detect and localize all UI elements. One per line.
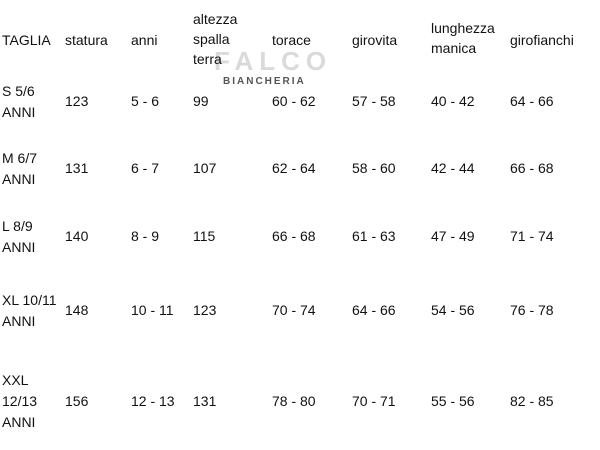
size-label: 12/13: [2, 393, 38, 409]
table-cell: 99: [193, 93, 209, 109]
size-label: XL 10/11: [2, 291, 57, 308]
table-cell: 107: [193, 160, 217, 176]
header-cell: manica: [431, 40, 477, 56]
table-cell: 148: [65, 302, 89, 318]
table-cell: 70 - 74: [272, 302, 316, 318]
table-cell: 64 - 66: [352, 302, 396, 318]
table-cell: 66 - 68: [272, 228, 316, 244]
table-cell: 10 - 11: [131, 302, 174, 318]
table-cell: 76 - 78: [510, 302, 554, 318]
size-label: ANNI: [2, 103, 36, 120]
size-label: ANNI: [2, 414, 36, 430]
table-cell: 42 - 44: [431, 160, 475, 176]
table-cell: 78 - 80: [272, 393, 316, 409]
table-cell: 115: [193, 228, 216, 244]
table-cell: 55 - 56: [431, 393, 475, 409]
size-label: ANNI: [2, 312, 36, 329]
table-cell: 12 - 13: [131, 393, 175, 409]
table-cell: 70 - 71: [352, 393, 396, 409]
header-cell: statura: [65, 32, 108, 48]
header-cell: anni: [131, 32, 158, 48]
table-cell: 123: [193, 302, 217, 318]
table-cell: 123: [65, 93, 89, 109]
logo-name: FALCO: [214, 46, 333, 76]
size-label: L 8/9: [2, 217, 33, 234]
table-cell: 64 - 66: [510, 93, 554, 109]
header-cell: girovita: [352, 32, 398, 48]
size-label: M 6/7: [2, 149, 38, 166]
size-label: ANNI: [2, 238, 36, 255]
header-cell: lunghezza: [431, 20, 495, 36]
table-cell: 8 - 9: [131, 228, 160, 244]
header-cell: terra: [193, 51, 222, 67]
header-cell: torace: [272, 32, 311, 48]
table-cell: 131: [193, 393, 217, 409]
table-cell: 66 - 68: [510, 160, 554, 176]
table-cell: 57 - 58: [352, 93, 396, 109]
table-cell: 62 - 64: [272, 160, 316, 176]
table-cell: 58 - 60: [352, 160, 396, 176]
table-cell: 5 - 6: [131, 93, 160, 109]
table-cell: 6 - 7: [131, 160, 160, 176]
table-cell: 71 - 74: [510, 228, 554, 244]
header-cell: TAGLIA: [2, 32, 51, 48]
table-cell: 131: [65, 160, 89, 176]
table-cell: 47 - 49: [431, 228, 475, 244]
table-cell: 40 - 42: [431, 93, 475, 109]
table-cell: 61 - 63: [352, 228, 396, 244]
table-cell: 82 - 85: [510, 393, 554, 409]
size-label: ANNI: [2, 170, 36, 187]
table-cell: 60 - 62: [272, 93, 316, 109]
header-cell: spalla: [193, 31, 230, 47]
header-cell: girofianchi: [510, 32, 574, 48]
table-cell: 156: [65, 393, 89, 409]
header-cell: altezza: [193, 11, 238, 27]
table-cell: 140: [65, 228, 89, 244]
table-cell: 54 - 56: [431, 302, 475, 318]
logo-tagline: BIANCHERIA: [223, 76, 306, 87]
size-label: S 5/6: [2, 82, 35, 99]
size-label: XXL: [2, 372, 29, 388]
